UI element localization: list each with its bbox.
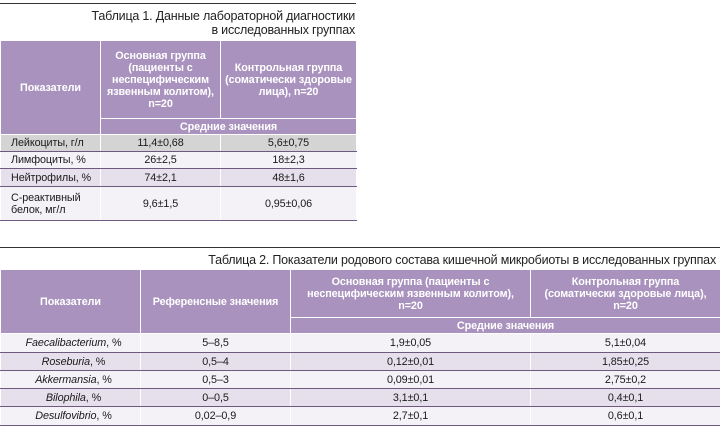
control-group-value: 0,6±0,1 — [530, 406, 720, 426]
microbiota-table: Показатели Референсные значения Основная… — [0, 269, 720, 426]
control-group-value: 5,6±0,75 — [220, 134, 357, 152]
main-group-value: 0,12±0,01 — [290, 352, 531, 371]
table2-top-rule — [0, 247, 720, 248]
reference-value: 0,5–4 — [140, 352, 291, 371]
unit: , % — [106, 337, 122, 349]
unit: , % — [90, 355, 106, 368]
reference-value: 5–8,5 — [140, 333, 291, 353]
genus-name: Desulfovibrio — [35, 410, 97, 422]
row-label: Bilophila, % — [0, 388, 141, 407]
main-group-value: 1,9±0,05 — [290, 333, 531, 353]
table2-header-main-group: Основная группа (пациенты с неспецифичес… — [290, 269, 531, 318]
table2-header-control-group: Контрольная группа (соматически здоровые… — [530, 269, 720, 318]
row-label: Roseburia, % — [0, 352, 141, 371]
table1-caption-line1: Таблица 1. Данные лабораторной диагности… — [91, 9, 356, 23]
main-group-value: 9,6±1,5 — [100, 186, 221, 221]
genus-name: Bilophila — [45, 391, 86, 404]
main-group-value: 26±2,5 — [100, 151, 221, 169]
row-label: Faecalibacterium, % — [0, 333, 141, 353]
genus-name: Roseburia — [41, 355, 90, 368]
control-group-value: 0,4±0,1 — [530, 388, 720, 407]
row-label: Лимфоциты, % — [0, 151, 101, 169]
table-row: Desulfovibrio, % 0,02–0,9 2,7±0,1 0,6±0,… — [0, 406, 720, 426]
unit: , % — [96, 410, 112, 422]
reference-value: 0,5–3 — [140, 370, 291, 389]
genus-name: Akkermansia — [35, 373, 97, 386]
control-group-value: 1,85±0,25 — [530, 352, 720, 371]
main-group-value: 3,1±0,1 — [290, 388, 531, 407]
row-label: Лейкоциты, г/л — [0, 134, 101, 152]
table2-header-indicator: Показатели — [0, 269, 141, 334]
control-group-value: 48±1,6 — [220, 168, 357, 187]
unit: , % — [85, 391, 102, 404]
table-row: Akkermansia, % 0,5–3 0,09±0,01 2,75±0,2 — [0, 370, 720, 389]
reference-value: 0,02–0,9 — [140, 406, 291, 426]
genus-name: Faecalibacterium — [25, 337, 107, 349]
table1-caption: Таблица 1. Данные лабораторной диагности… — [10, 9, 356, 37]
table1-top-rule — [0, 3, 356, 4]
control-group-value: 0,95±0,06 — [220, 186, 357, 221]
table2-header-reference: Референсные значения — [140, 269, 291, 334]
table1-caption-line2: в исследованных группах — [211, 23, 355, 37]
reference-value: 0–0,5 — [140, 388, 291, 407]
unit: , % — [96, 373, 112, 386]
row-label: С-реактивный белок, мг/л — [0, 186, 101, 221]
control-group-value: 2,75±0,2 — [530, 370, 720, 389]
table-row: Лейкоциты, г/л 11,4±0,68 5,6±0,75 — [0, 134, 357, 152]
row-label: Нейтрофилы, % — [0, 168, 101, 187]
table1-header-averages: Средние значения — [100, 118, 357, 135]
table2-header-averages: Средние значения — [290, 317, 720, 334]
table1-header-main-group: Основная группа (пациенты с неспецифичес… — [100, 40, 221, 119]
table1-header-control-group: Контрольная группа (соматически здоровые… — [220, 40, 357, 119]
main-group-value: 2,7±0,1 — [290, 406, 531, 426]
control-group-value: 18±2,3 — [220, 151, 357, 169]
table-row: Bilophila, % 0–0,5 3,1±0,1 0,4±0,1 — [0, 388, 720, 407]
main-group-value: 11,4±0,68 — [100, 134, 221, 152]
main-group-value: 74±2,1 — [100, 168, 221, 187]
table-row: Roseburia, % 0,5–4 0,12±0,01 1,85±0,25 — [0, 352, 720, 371]
row-label: Desulfovibrio, % — [0, 406, 141, 426]
main-group-value: 0,09±0,01 — [290, 370, 531, 389]
control-group-value: 5,1±0,04 — [530, 333, 720, 353]
table2-caption: Таблица 2. Показатели родового состава к… — [208, 253, 716, 267]
table-row: Лимфоциты, % 26±2,5 18±2,3 — [0, 151, 357, 169]
lab-diagnostics-table: Показатели Основная группа (пациенты с н… — [0, 40, 357, 221]
table-row: С-реактивный белок, мг/л 9,6±1,5 0,95±0,… — [0, 186, 357, 221]
row-label: Akkermansia, % — [0, 370, 141, 389]
table1-header-indicator: Показатели — [0, 40, 101, 135]
table-row: Нейтрофилы, % 74±2,1 48±1,6 — [0, 168, 357, 187]
table-row: Faecalibacterium, % 5–8,5 1,9±0,05 5,1±0… — [0, 333, 720, 353]
